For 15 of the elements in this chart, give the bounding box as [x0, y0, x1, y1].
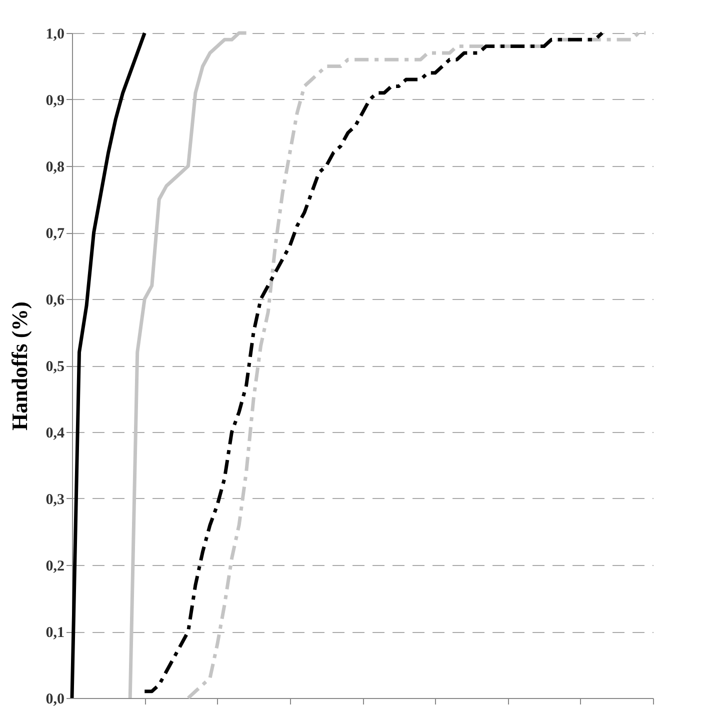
y-axis-title: Handoffs (%) — [6, 302, 32, 430]
line-series — [128, 31, 248, 700]
y-tick-label: 0,8 — [46, 160, 64, 176]
y-tick-label: 0,2 — [46, 558, 64, 574]
y-tick-label: 0,3 — [46, 492, 64, 508]
y-tick-label: 0,7 — [46, 226, 65, 242]
line-series — [142, 31, 604, 694]
line-series — [186, 31, 648, 700]
y-tick-label: 0,6 — [46, 292, 65, 308]
y-tick-label: 0,1 — [46, 625, 64, 641]
y-tick-label: 0,4 — [46, 426, 65, 442]
y-tick-label: 0,5 — [46, 359, 64, 375]
y-tick-label: 1,0 — [46, 26, 64, 42]
y-tick-label: 0,0 — [46, 692, 64, 708]
y-tick-label: 0,9 — [46, 93, 64, 109]
